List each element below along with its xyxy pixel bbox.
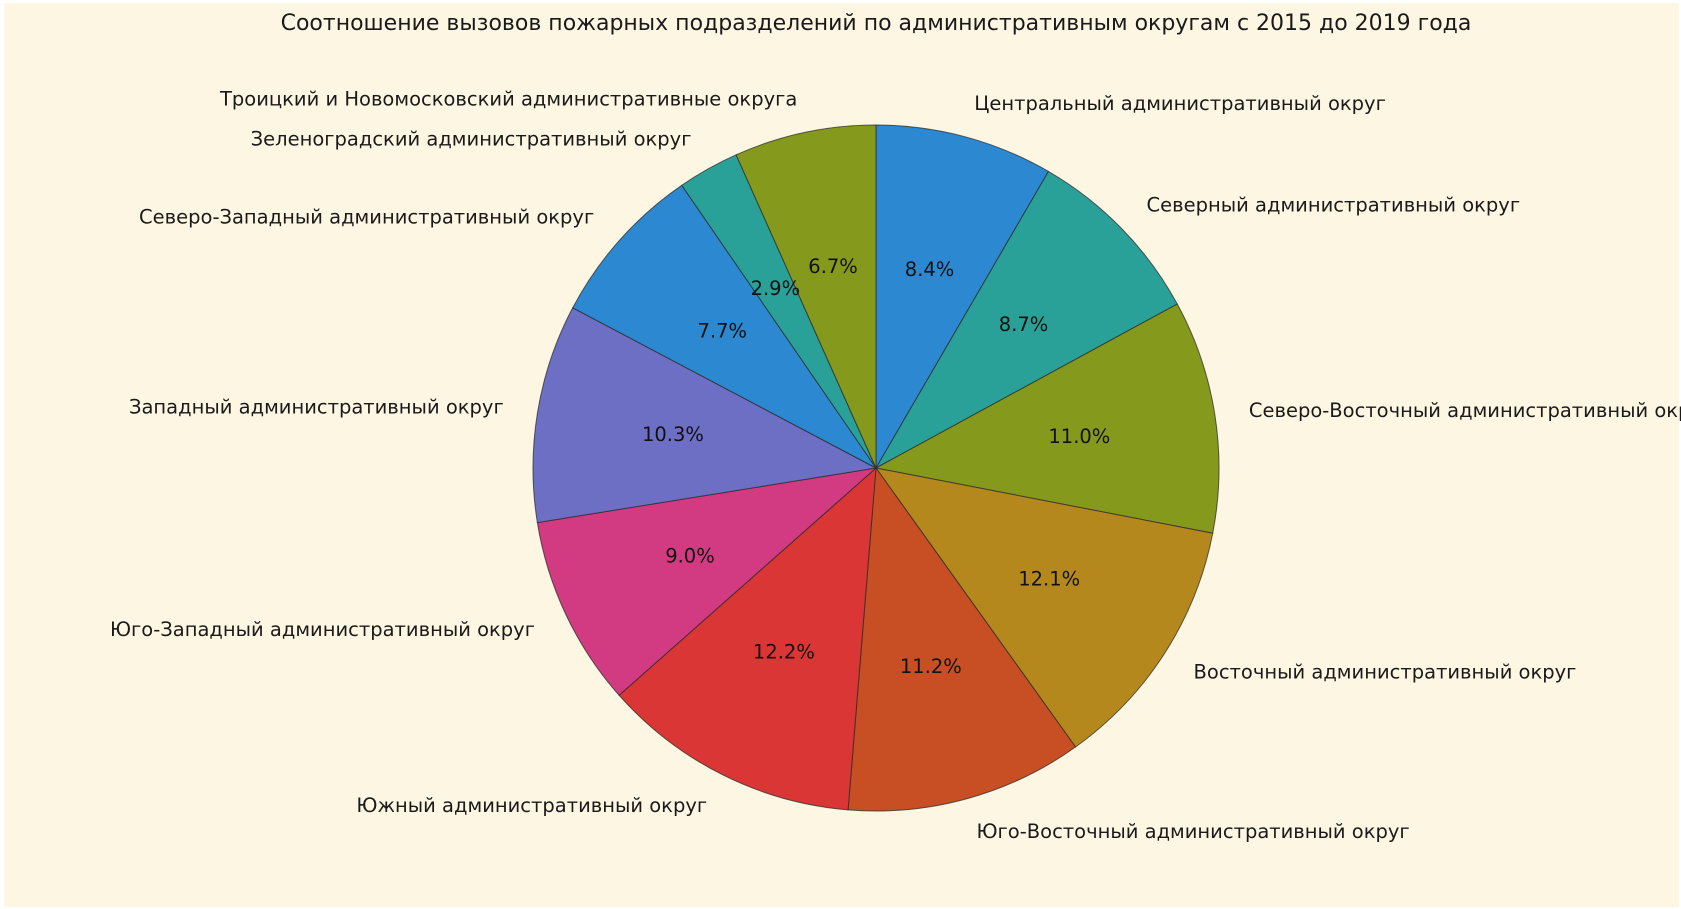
slice-percent-label: 8.4% [905, 258, 955, 281]
slice-percent-label: 2.9% [751, 277, 801, 300]
pie-slice [874, 467, 1214, 748]
slice-category-label: Восточный административный округ [1194, 660, 1577, 683]
pie-slice [532, 307, 878, 524]
slice-category-label: Северо-Восточный административный округ [1249, 399, 1681, 422]
pie-slice [874, 303, 1220, 534]
slice-category-label: Западный административный округ [129, 395, 504, 418]
slice-category-label: Юго-Западный административный округ [110, 618, 535, 641]
pie-slices [532, 124, 1220, 812]
pie-slice [618, 466, 877, 811]
slice-category-label: Троицкий и Новомосковский административн… [219, 87, 797, 110]
slice-category-label: Зеленоградский административный округ [251, 127, 692, 150]
pie-slice [847, 466, 1077, 812]
slice-category-label: Северный административный округ [1147, 193, 1521, 216]
slice-percent-label: 7.7% [698, 320, 748, 343]
pie-slice [874, 170, 1178, 470]
slice-percent-label: 12.2% [753, 641, 815, 664]
slice-percent-label: 12.1% [1018, 568, 1080, 591]
slice-category-label: Северо-Западный административный округ [139, 206, 594, 229]
pie-slice [875, 124, 1050, 470]
pie-slice [572, 184, 877, 469]
slice-category-label: Центральный административный округ [974, 92, 1386, 115]
pie-slice [735, 124, 877, 469]
slice-category-label: Южный административный округ [356, 794, 707, 817]
slice-percent-label: 10.3% [642, 423, 704, 446]
slice-percent-label: 6.7% [808, 255, 858, 278]
slice-percent-label: 11.2% [900, 655, 962, 678]
slice-labels: Центральный административный округ Северн… [110, 87, 1681, 843]
chart-title: Соотношение вызовов пожарных подразделен… [281, 11, 1472, 36]
percent-labels: 8.4% 8.7% 11.0% 12.1% 11.2% 12.2% 9.0% 10.3% 7.7… [642, 255, 1110, 678]
slice-category-label: Юго-Восточный административный округ [977, 820, 1410, 843]
slice-percent-label: 8.7% [999, 313, 1049, 336]
slice-percent-label: 11.0% [1048, 425, 1110, 448]
pie-slice [536, 467, 878, 696]
slice-percent-label: 9.0% [665, 545, 715, 568]
